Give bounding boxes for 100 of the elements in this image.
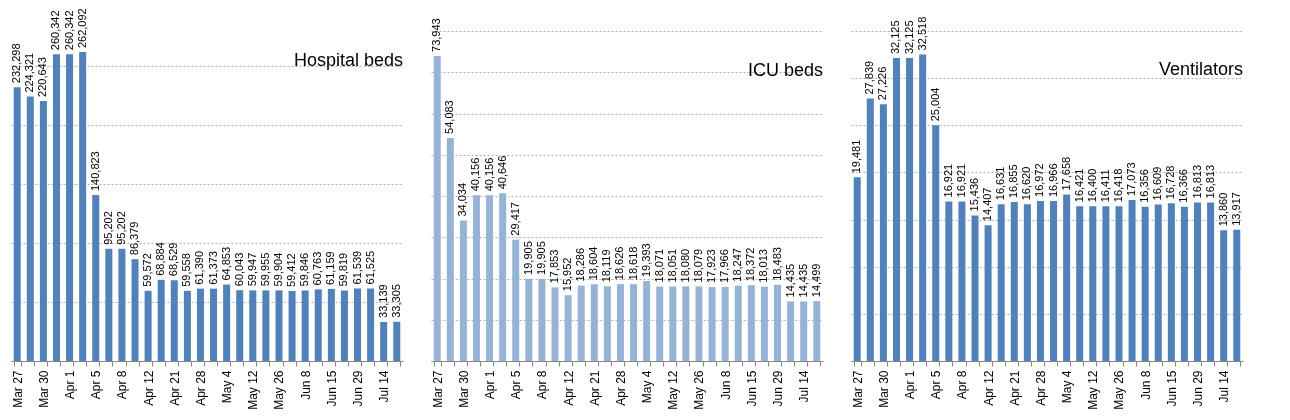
data-label: 17,923 bbox=[705, 249, 718, 284]
data-label: 54,083 bbox=[443, 100, 456, 134]
x-tick-label: Apr 8 bbox=[955, 370, 970, 400]
bar bbox=[367, 288, 375, 361]
data-label: 220,643 bbox=[36, 57, 49, 97]
data-label: 64,853 bbox=[219, 246, 232, 281]
data-label: 18,626 bbox=[613, 246, 626, 281]
bar bbox=[459, 220, 467, 361]
data-label: 16,620 bbox=[1020, 166, 1033, 201]
bar bbox=[971, 215, 979, 361]
data-label: 15,952 bbox=[561, 257, 574, 292]
data-label: 260,342 bbox=[49, 10, 62, 51]
bar bbox=[131, 259, 139, 361]
data-label: 16,855 bbox=[1007, 164, 1020, 199]
bar bbox=[210, 288, 218, 361]
x-tick-label: Jun 8 bbox=[298, 370, 313, 400]
data-label: 18,079 bbox=[691, 248, 704, 283]
data-label: 18,604 bbox=[587, 246, 600, 281]
data-label: 34,034 bbox=[456, 182, 469, 217]
data-label: 61,390 bbox=[193, 250, 206, 285]
bar bbox=[144, 290, 152, 361]
data-label: 95,202 bbox=[114, 211, 127, 245]
bar bbox=[66, 54, 74, 361]
bar bbox=[486, 195, 494, 361]
data-label: 18,071 bbox=[652, 248, 665, 283]
data-label: 32,518 bbox=[915, 16, 928, 51]
x-tick-label: Jun 29 bbox=[1191, 370, 1206, 407]
bar bbox=[196, 288, 204, 361]
bar bbox=[656, 286, 664, 361]
chart-title: Ventilators bbox=[1158, 58, 1243, 79]
bar bbox=[1233, 229, 1241, 361]
data-label: 224,321 bbox=[23, 52, 36, 93]
x-tick-label: Jun 15 bbox=[744, 370, 759, 407]
x-tick-label: Mar 30 bbox=[36, 370, 51, 408]
data-label: 29,417 bbox=[508, 202, 521, 236]
x-tick-label: Apr 1 bbox=[483, 370, 498, 400]
x-tick-label: Apr 21 bbox=[167, 370, 182, 406]
data-label: 59,846 bbox=[298, 252, 311, 287]
bar bbox=[472, 195, 480, 361]
x-tick-label: Apr 12 bbox=[561, 370, 576, 406]
bar bbox=[262, 290, 270, 361]
data-label: 16,400 bbox=[1085, 168, 1098, 203]
data-label: 17,853 bbox=[548, 249, 561, 284]
bar bbox=[1050, 201, 1058, 361]
data-label: 60,043 bbox=[232, 252, 245, 287]
bar bbox=[1141, 206, 1149, 361]
bar bbox=[183, 290, 191, 361]
x-tick-label: May 4 bbox=[1060, 370, 1075, 404]
bar bbox=[1076, 206, 1084, 361]
x-tick-label: Mar 30 bbox=[876, 370, 891, 408]
bar bbox=[551, 287, 559, 361]
bar bbox=[52, 54, 60, 361]
bar bbox=[1154, 204, 1162, 361]
x-tick-label: Apr 8 bbox=[115, 370, 130, 400]
bar bbox=[616, 284, 624, 361]
bar bbox=[800, 301, 808, 361]
bar bbox=[630, 284, 638, 361]
data-label: 16,356 bbox=[1138, 169, 1151, 203]
x-tick-label: May 4 bbox=[220, 370, 235, 404]
data-label: 14,407 bbox=[981, 187, 994, 222]
bar bbox=[512, 239, 520, 361]
data-label: 14,499 bbox=[809, 263, 822, 298]
bar bbox=[39, 100, 47, 361]
data-label: 17,966 bbox=[718, 249, 731, 283]
bar bbox=[577, 285, 585, 361]
x-tick-label: Jun 15 bbox=[1164, 370, 1179, 407]
data-label: 16,421 bbox=[1072, 168, 1085, 203]
x-tick-label: May 26 bbox=[692, 370, 707, 410]
data-label: 16,813 bbox=[1190, 164, 1203, 199]
bar bbox=[380, 321, 388, 361]
data-label: 32,125 bbox=[889, 20, 902, 55]
bar bbox=[932, 125, 940, 361]
x-tick-label: May 4 bbox=[640, 370, 655, 404]
bar bbox=[997, 204, 1005, 361]
data-label: 14,435 bbox=[783, 263, 796, 298]
data-label: 16,418 bbox=[1111, 168, 1124, 203]
bar bbox=[695, 286, 703, 361]
bar bbox=[879, 104, 887, 361]
bar bbox=[327, 288, 335, 361]
data-label: 16,921 bbox=[954, 163, 967, 198]
bar bbox=[866, 98, 874, 361]
bar bbox=[223, 284, 231, 361]
data-label: 61,373 bbox=[206, 251, 219, 285]
data-label: 140,823 bbox=[88, 151, 101, 192]
bar bbox=[105, 248, 113, 361]
data-label: 15,436 bbox=[968, 177, 981, 212]
x-tick-label: Jul 14 bbox=[377, 370, 392, 403]
data-label: 59,904 bbox=[271, 252, 284, 287]
data-label: 61,159 bbox=[324, 251, 337, 285]
data-label: 17,658 bbox=[1059, 156, 1072, 191]
bar bbox=[590, 284, 598, 361]
x-tick-label: May 12 bbox=[246, 370, 261, 410]
data-label: 18,013 bbox=[757, 249, 770, 283]
bar bbox=[787, 301, 795, 361]
data-label: 40,156 bbox=[482, 157, 495, 192]
bar bbox=[433, 55, 441, 361]
bar bbox=[643, 281, 651, 361]
data-label: 33,139 bbox=[376, 284, 389, 318]
data-label: 61,525 bbox=[363, 250, 376, 285]
x-tick-label: Jun 29 bbox=[351, 370, 366, 407]
